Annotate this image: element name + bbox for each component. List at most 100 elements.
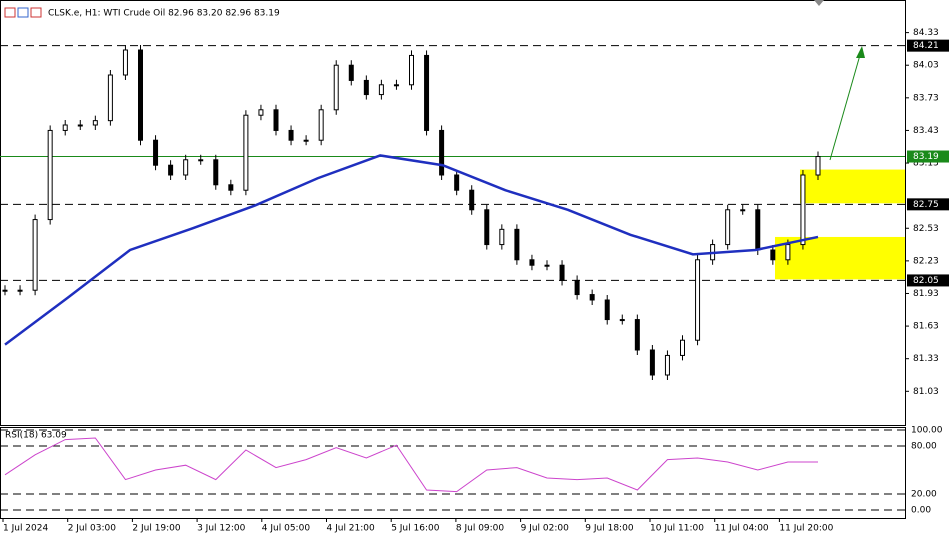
y-tick-label: 83.13 xyxy=(913,159,939,169)
candle-body xyxy=(198,159,204,162)
candle-body xyxy=(559,264,565,281)
y-tick-label: 81.63 xyxy=(913,322,939,332)
candle-body xyxy=(122,49,128,76)
candle-body xyxy=(544,264,550,267)
candle-body xyxy=(213,159,219,186)
level-label: 84.21 xyxy=(913,41,939,51)
candle-body xyxy=(664,354,670,376)
moving-average xyxy=(4,154,819,346)
rsi-label: RSI(18) 63.09 xyxy=(5,431,67,441)
candle-body xyxy=(589,294,595,301)
rsi-tick-label: 100.00 xyxy=(911,426,943,436)
zone xyxy=(775,236,905,280)
forecast-arrowhead xyxy=(856,46,865,58)
chart-title: CLSK.e, H1: WTI Crude Oil 82.96 83.20 82… xyxy=(48,9,280,19)
candle-body xyxy=(649,349,655,376)
candle-body xyxy=(800,174,806,246)
x-tick-label: 4 Jul 05:00 xyxy=(262,524,311,534)
candle-body xyxy=(619,319,625,322)
candle-body xyxy=(409,54,414,86)
candle-body xyxy=(273,109,279,131)
candle-body xyxy=(634,319,640,351)
level-label: 82.75 xyxy=(913,200,939,210)
candle-body xyxy=(755,209,761,251)
candle-body xyxy=(439,129,445,176)
candle-body xyxy=(454,174,460,191)
y-tick-label: 81.33 xyxy=(913,354,939,364)
candle-body xyxy=(514,228,520,261)
x-tick-label: 4 Jul 21:00 xyxy=(327,524,376,534)
candle-body xyxy=(348,64,354,81)
candle-body xyxy=(469,189,475,211)
candle-body xyxy=(2,289,8,292)
candle-body xyxy=(770,249,776,261)
x-tick-label: 5 Jul 16:00 xyxy=(391,524,440,534)
candle-body xyxy=(77,124,83,127)
level-label-box xyxy=(907,150,949,163)
candle-body xyxy=(604,299,610,321)
candle-body xyxy=(92,120,98,126)
candle-body xyxy=(424,54,430,131)
candle-body xyxy=(107,74,113,122)
candle-body xyxy=(333,64,339,111)
y-tick-label: 82.23 xyxy=(913,256,939,266)
y-tick-label: 84.03 xyxy=(913,61,939,71)
candle-body xyxy=(529,259,535,266)
main-panel xyxy=(0,0,906,426)
rsi-tick-label: 0.00 xyxy=(911,506,931,516)
candle-body xyxy=(318,109,324,141)
level-label: 83.19 xyxy=(913,152,939,162)
candle-body xyxy=(815,156,821,176)
rsi-panel xyxy=(0,427,906,519)
x-tick-label: 10 Jul 11:00 xyxy=(650,524,704,534)
y-tick-label: 83.43 xyxy=(913,126,939,136)
y-tick-label: 84.33 xyxy=(913,28,939,38)
header-icons xyxy=(4,7,42,18)
x-tick-label: 9 Jul 18:00 xyxy=(585,524,634,534)
x-tick-label: 2 Jul 19:00 xyxy=(132,524,181,534)
candle-body xyxy=(47,129,53,221)
level-label-box xyxy=(907,274,949,287)
candle-body xyxy=(740,209,746,212)
candle-body xyxy=(153,139,159,166)
candle-body xyxy=(499,228,505,246)
candle-body xyxy=(393,84,399,87)
candle-body xyxy=(378,84,384,96)
x-tick-label: 11 Jul 20:00 xyxy=(779,524,833,534)
candle-body xyxy=(168,164,174,176)
candle-body xyxy=(785,244,791,261)
y-tick-label: 81.93 xyxy=(913,289,939,299)
y-tick-label: 81.03 xyxy=(913,387,939,397)
candle-body xyxy=(243,114,249,191)
candle-body xyxy=(258,109,264,116)
candle-body xyxy=(574,279,580,296)
candle-body xyxy=(228,184,234,191)
y-tick-label: 82.53 xyxy=(913,224,939,234)
y-tick-label: 83.73 xyxy=(913,93,939,103)
x-tick-label: 11 Jul 04:00 xyxy=(715,524,769,534)
x-tick-label: 9 Jul 02:00 xyxy=(521,524,570,534)
x-tick-label: 8 Jul 09:00 xyxy=(456,524,505,534)
x-tick-label: 1 Jul 2024 xyxy=(3,524,48,534)
candle-body xyxy=(680,339,685,356)
rsi-tick-label: 80.00 xyxy=(911,442,937,452)
level-label-box xyxy=(907,198,949,211)
candle-body xyxy=(183,159,189,176)
shift-marker xyxy=(814,0,824,6)
candle-body xyxy=(62,124,68,131)
candle-body xyxy=(303,139,309,142)
candle-body xyxy=(484,209,490,246)
candle-body xyxy=(695,259,701,341)
forecast-arrow xyxy=(829,54,861,161)
level-label: 82.05 xyxy=(913,276,939,286)
rsi-line xyxy=(4,437,818,493)
x-tick-label: 2 Jul 03:00 xyxy=(68,524,117,534)
rsi-tick-label: 20.00 xyxy=(911,490,937,500)
x-tick-label: 3 Jul 12:00 xyxy=(197,524,246,534)
candle-body xyxy=(17,289,23,292)
candle-body xyxy=(725,209,731,246)
candle-body xyxy=(363,79,369,96)
candle-body xyxy=(288,129,294,141)
level-label-box xyxy=(907,39,949,52)
